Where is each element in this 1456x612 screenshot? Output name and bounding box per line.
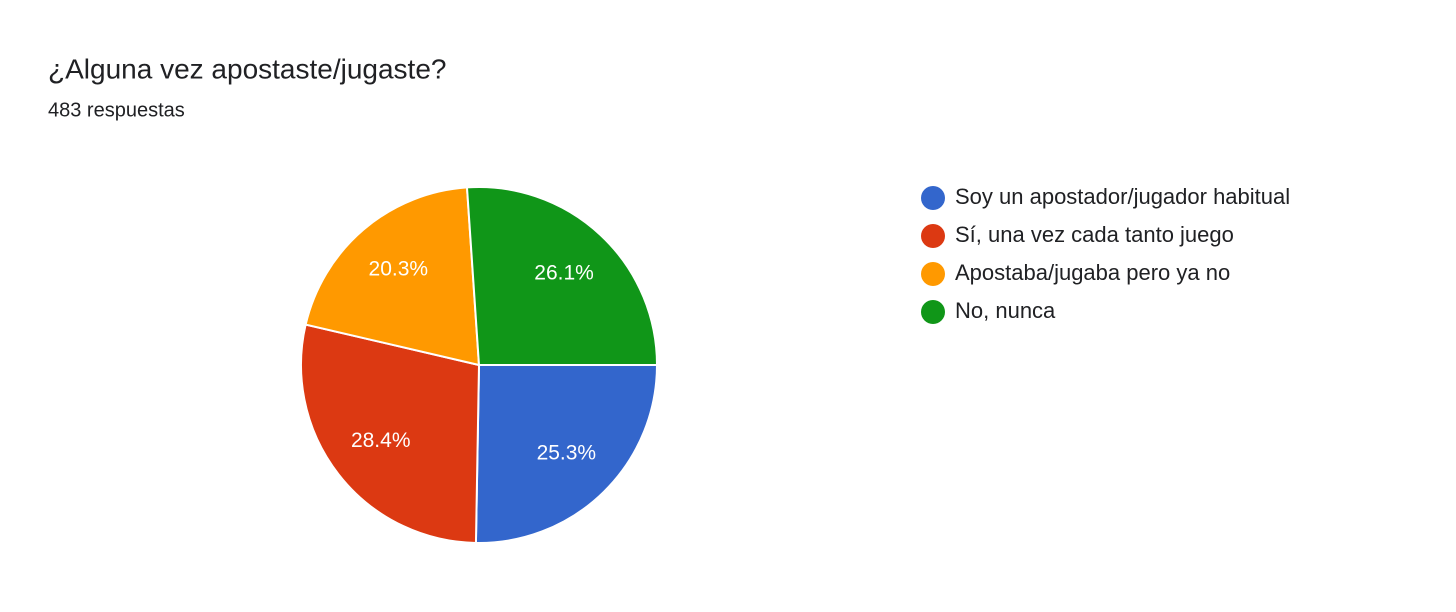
slice-label: 20.3% <box>369 258 429 281</box>
legend-label: Apostaba/jugaba pero ya no <box>955 260 1230 285</box>
pie-slice <box>465 186 659 366</box>
pie-slice <box>304 186 481 367</box>
legend-marker <box>921 262 945 286</box>
legend-marker <box>921 224 945 248</box>
legend-marker <box>921 186 945 210</box>
slice-label: 28.4% <box>351 429 411 452</box>
legend-label: No, nunca <box>955 298 1056 323</box>
pie-slice <box>300 323 481 544</box>
slice-label: 25.3% <box>537 441 597 464</box>
legend-label: Soy un apostador/jugador habitual <box>955 184 1290 209</box>
chart-title: ¿Alguna vez apostaste/jugaste? <box>48 53 446 84</box>
legend-label: Sí, una vez cada tanto juego <box>955 222 1234 247</box>
legend-marker <box>921 300 945 324</box>
chart-subtitle: 483 respuestas <box>48 99 185 121</box>
pie-slice <box>474 364 659 544</box>
slice-label: 26.1% <box>534 262 594 285</box>
